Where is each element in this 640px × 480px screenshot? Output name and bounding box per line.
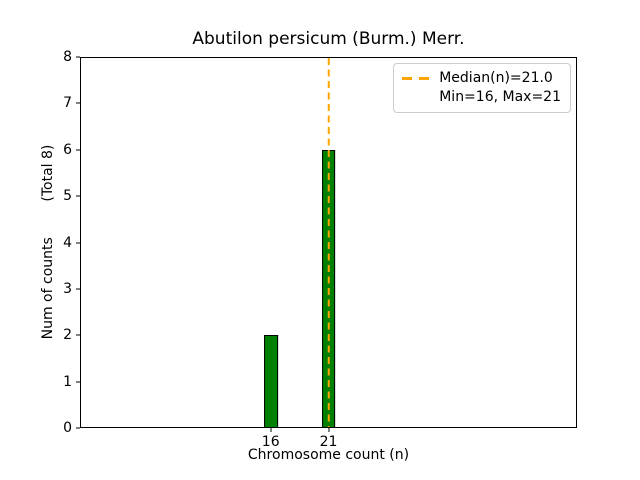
x-tick-label: 16 xyxy=(261,434,280,450)
y-tick-label: 2 xyxy=(63,327,72,344)
y-tick-label: 1 xyxy=(63,373,72,390)
y-tick-mark xyxy=(76,288,80,290)
y-tick-label: 8 xyxy=(63,49,72,65)
y-tick-label: 4 xyxy=(63,234,72,251)
y-tick-mark xyxy=(76,334,80,336)
legend-label-median: Median(n)=21.0 xyxy=(439,70,553,86)
bar-n16 xyxy=(264,334,278,427)
y-tick-label: 5 xyxy=(63,188,72,205)
legend-entry-median: Median(n)=21.0 xyxy=(402,69,561,88)
y-tick-mark xyxy=(76,149,80,151)
y-tick-label: 7 xyxy=(63,95,72,112)
y-tick-mark xyxy=(76,102,80,104)
y-tick-mark xyxy=(76,242,80,243)
chart-title: Abutilon persicum (Burm.) Merr. xyxy=(192,29,465,49)
y-tick-label: 3 xyxy=(63,280,72,297)
y-tick-mark xyxy=(76,427,80,429)
legend-label-minmax: Min=16, Max=21 xyxy=(439,89,561,105)
y-tick-label: 6 xyxy=(63,141,72,158)
y-tick-mark xyxy=(76,381,80,383)
y-tick-mark xyxy=(76,56,80,58)
x-tick-mark xyxy=(270,428,272,432)
legend: Median(n)=21.0 Min=16, Max=21 xyxy=(393,63,571,113)
median-dashed-line-swatch xyxy=(402,77,430,80)
x-tick-mark xyxy=(328,428,329,432)
y-axis: 0 1 2 3 4 5 6 7 8 xyxy=(0,49,80,436)
plot-area: Median(n)=21.0 Min=16, Max=21 xyxy=(80,57,577,428)
x-tick-label: 21 xyxy=(319,434,338,450)
median-line xyxy=(327,58,330,427)
legend-entry-minmax: Min=16, Max=21 xyxy=(402,88,561,107)
y-tick-mark xyxy=(76,195,80,197)
x-axis-label: Chromosome count (n) xyxy=(247,447,410,463)
x-axis: 16 21 xyxy=(80,428,577,454)
y-tick-label: 0 xyxy=(63,420,72,436)
empty-swatch xyxy=(402,96,429,99)
